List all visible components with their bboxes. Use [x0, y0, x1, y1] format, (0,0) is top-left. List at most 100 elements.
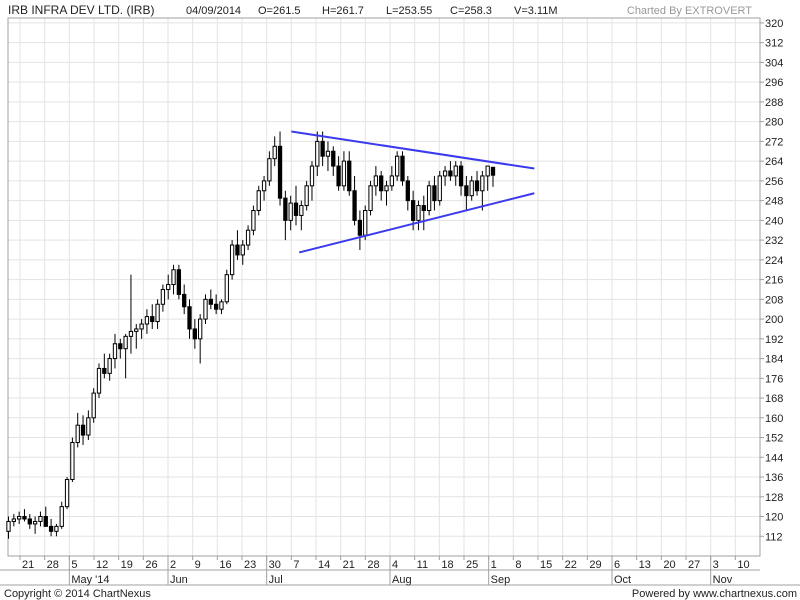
candle-body: [224, 274, 229, 303]
candle: [80, 415, 86, 445]
candle: [219, 299, 224, 315]
candle-body: [389, 175, 394, 187]
trendline: [298, 192, 535, 254]
candle-body: [474, 180, 480, 192]
candle-body: [240, 244, 245, 256]
candle: [267, 151, 272, 186]
candle-body: [288, 202, 293, 221]
candle-body: [176, 269, 182, 295]
candle: [192, 319, 197, 349]
y-tick-label: 152: [765, 433, 783, 445]
candle-body: [410, 200, 416, 221]
candle: [474, 171, 480, 196]
candle-body: [283, 197, 288, 221]
x-tick-label: 21: [343, 559, 355, 571]
x-tick-label: 18: [441, 559, 453, 571]
candle: [150, 304, 155, 329]
candle: [118, 338, 123, 359]
candle-body: [363, 209, 368, 236]
header-low: L=253.55: [386, 5, 432, 17]
candle: [128, 274, 134, 354]
month-label: May '14: [71, 574, 109, 586]
candle-body: [43, 516, 48, 527]
x-tick-label: 1: [491, 559, 497, 571]
candle-body: [490, 166, 496, 176]
candle: [64, 477, 70, 510]
candle-body: [192, 328, 197, 340]
candle: [107, 353, 112, 381]
candle-body: [352, 190, 357, 221]
candle: [70, 437, 75, 482]
candle: [198, 314, 203, 364]
candle-body: [59, 506, 64, 527]
y-tick-label: 208: [765, 294, 783, 306]
candle: [304, 180, 309, 211]
candle: [27, 514, 32, 529]
x-tick-label: 25: [466, 559, 478, 571]
candle: [203, 294, 208, 325]
candle: [123, 333, 128, 379]
candle-body: [331, 150, 336, 167]
y-tick-label: 272: [765, 136, 783, 148]
x-tick-label: 19: [121, 559, 133, 571]
y-tick-label: 184: [765, 354, 783, 366]
candle-body: [38, 516, 43, 522]
candle: [240, 240, 245, 265]
candle: [437, 171, 442, 206]
candle-body: [229, 244, 235, 276]
candle-body: [293, 202, 299, 216]
x-tick-label: 28: [47, 559, 59, 571]
candle-body: [261, 180, 267, 192]
x-tick-label: 22: [565, 559, 577, 571]
x-tick-label: 3: [713, 559, 719, 571]
x-tick-label: 15: [540, 559, 552, 571]
candle-body: [400, 155, 405, 182]
candle-body: [203, 298, 208, 320]
candle: [352, 175, 357, 226]
x-tick-label: 21: [22, 559, 34, 571]
candle-body: [320, 140, 325, 157]
candle: [208, 289, 213, 310]
x-tick-label: 8: [515, 559, 521, 571]
candle-body: [458, 165, 464, 187]
x-tick-label: 6: [614, 559, 620, 571]
candle: [48, 518, 54, 537]
candle-body: [219, 301, 224, 310]
candle: [469, 175, 474, 201]
y-tick-label: 296: [765, 77, 783, 89]
x-tick-label: 7: [293, 559, 299, 571]
candle: [453, 161, 458, 186]
candle: [16, 511, 22, 524]
y-tick-label: 248: [765, 196, 783, 208]
candle: [379, 171, 384, 201]
candle-body: [453, 165, 458, 177]
candle: [182, 284, 187, 315]
candle: [224, 269, 229, 305]
y-tick-label: 136: [765, 472, 783, 484]
candle-body: [118, 343, 123, 350]
y-tick-label: 128: [765, 492, 783, 504]
trendlines-group: [291, 130, 535, 254]
y-tick-label: 232: [765, 235, 783, 247]
candle-body: [48, 525, 54, 532]
candle: [59, 501, 64, 529]
candle: [347, 151, 352, 196]
candle: [43, 506, 48, 527]
candle-body: [368, 185, 373, 211]
candle-body: [123, 335, 128, 350]
month-axis: May '14 Jun Jul Aug Sep Oct Nov: [68, 556, 733, 586]
header-date: 04/09/2014: [186, 5, 241, 17]
candle-body: [198, 318, 203, 340]
x-tick-label: 13: [639, 559, 651, 571]
candle-body: [27, 518, 32, 525]
candle: [139, 319, 144, 339]
candle-body: [134, 328, 139, 332]
candle-body: [75, 424, 80, 443]
candle-body: [32, 520, 38, 525]
candle-body: [304, 185, 309, 207]
x-tick-label: 14: [318, 559, 330, 571]
x-tick-label: 16: [219, 559, 231, 571]
candle: [277, 131, 283, 206]
candle: [485, 165, 490, 191]
candle-body: [405, 180, 410, 202]
